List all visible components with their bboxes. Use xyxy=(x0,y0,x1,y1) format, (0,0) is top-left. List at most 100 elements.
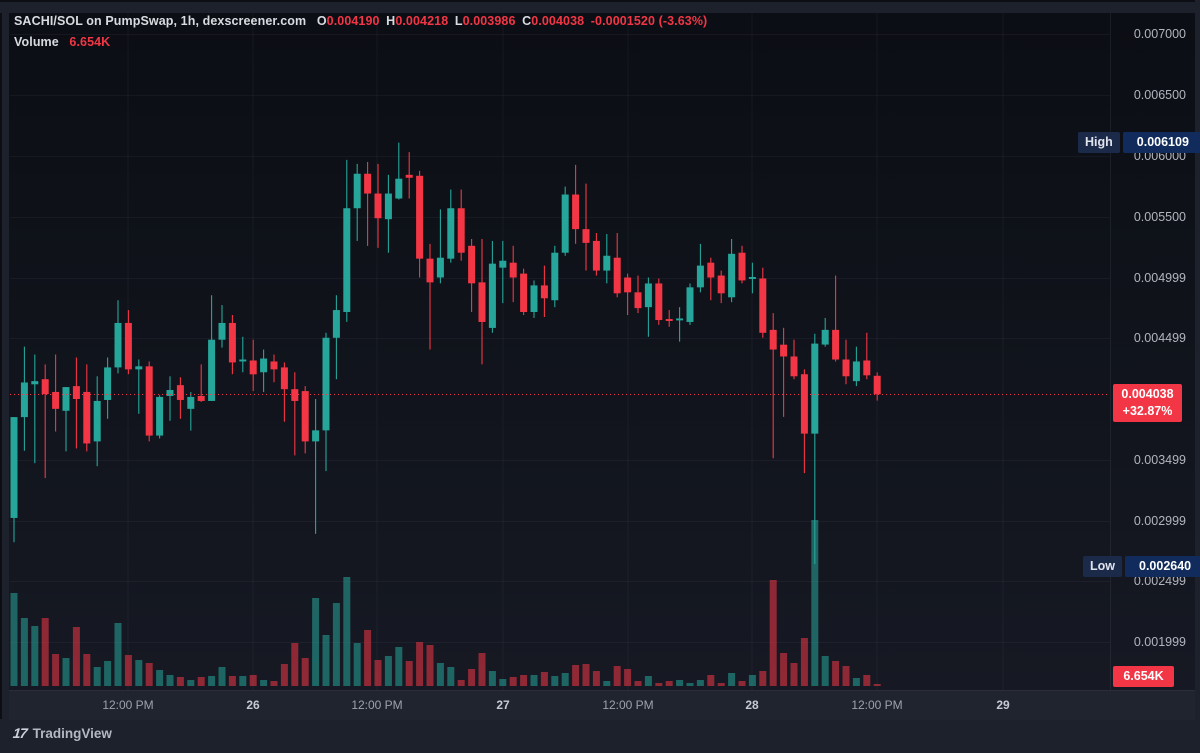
volume-bar xyxy=(405,661,413,686)
volume-bar xyxy=(416,642,424,686)
candle-body xyxy=(62,387,70,411)
volume-bar xyxy=(10,593,18,686)
candle-body xyxy=(759,278,767,333)
candle-body xyxy=(696,265,704,288)
candle-body xyxy=(135,366,143,370)
candle-body xyxy=(728,253,736,298)
volume-bar xyxy=(447,667,455,686)
volume-bar xyxy=(717,683,725,686)
volume-bar xyxy=(301,658,309,686)
candle-body xyxy=(811,343,819,434)
volume-bar xyxy=(436,663,444,686)
volume-bar xyxy=(832,661,840,686)
candle-body xyxy=(790,356,798,377)
volume-bar xyxy=(322,635,330,686)
volume-bar xyxy=(769,580,777,686)
volume-bar xyxy=(863,675,871,686)
candle-body xyxy=(291,389,299,401)
candle-body xyxy=(613,257,621,294)
price-axis-label: 0.002999 xyxy=(1133,513,1186,528)
time-axis[interactable]: 12:00 PM 26 12:00 PM 27 12:00 PM 28 12:00 PM 29 xyxy=(9,690,1195,720)
candle-body xyxy=(561,194,569,253)
candle-body xyxy=(10,417,18,518)
volume-bar xyxy=(260,680,268,686)
volume-bar xyxy=(249,675,257,686)
candle-body xyxy=(821,329,829,345)
candle-body xyxy=(499,260,507,268)
candle-body xyxy=(322,337,330,431)
candle-body xyxy=(374,193,382,219)
candle-body xyxy=(769,329,777,350)
volume-bar xyxy=(790,663,798,686)
time-axis-day-label: 27 xyxy=(496,698,510,712)
candle-body xyxy=(530,285,538,313)
volume-bar xyxy=(738,681,746,686)
high-price-badge: High 0.006109 xyxy=(1078,131,1200,153)
candle-body xyxy=(332,310,340,338)
high-badge-value: 0.006109 xyxy=(1122,131,1200,153)
candle-body xyxy=(842,359,850,377)
candle-body xyxy=(416,175,424,259)
tradingview-logo-text: TradingView xyxy=(32,725,112,741)
candle-body xyxy=(384,193,392,220)
price-axis-label: 0.004499 xyxy=(1133,331,1186,346)
candle-body xyxy=(551,252,559,301)
volume-bar xyxy=(52,654,60,686)
price-axis[interactable]: 0.007000 0.006500 0.006000 0.005500 0.004999… xyxy=(1110,13,1196,690)
tradingview-attribution[interactable]: 17 TradingView xyxy=(12,725,112,741)
candle-body xyxy=(655,283,663,321)
candle-body xyxy=(582,229,590,243)
volume-bar xyxy=(72,627,80,686)
volume-bar xyxy=(104,661,112,686)
candle-body xyxy=(93,400,101,442)
low-badge-value: 0.002640 xyxy=(1125,556,1200,578)
price-axis-label: 0.001999 xyxy=(1133,635,1186,649)
volume-bar xyxy=(707,675,715,686)
volume-bar xyxy=(561,673,569,686)
volume-axis-badge: 6.654K xyxy=(1113,666,1174,687)
tradingview-logo-icon: 17 xyxy=(12,725,28,741)
volume-bar xyxy=(748,675,756,686)
window-frame-left xyxy=(2,2,9,719)
candle-body xyxy=(218,322,226,340)
window-frame-top xyxy=(0,2,1200,13)
candle-body xyxy=(72,386,80,399)
ohlc-open-label: O xyxy=(316,14,327,28)
candle-body xyxy=(624,277,632,293)
volume-bar xyxy=(592,671,600,686)
volume-bar xyxy=(41,618,49,686)
candle-body xyxy=(166,390,174,396)
volume-bar xyxy=(166,675,174,686)
price-axis-label: 0.006500 xyxy=(1133,88,1186,103)
candle-body xyxy=(187,396,195,409)
last-price-badge: 0.004038 +32.87% xyxy=(1113,384,1182,423)
candle-body xyxy=(748,277,756,279)
chart-legend: SACHI/SOL on PumpSwap, 1h, dexscreener.c… xyxy=(14,11,707,53)
legend-volume-row: Volume 6.654K xyxy=(14,32,707,53)
volume-bar xyxy=(509,677,517,686)
candle-body xyxy=(156,396,164,436)
chart-canvas[interactable] xyxy=(9,13,1195,690)
candle-body xyxy=(20,382,28,418)
volume-bar xyxy=(540,672,548,686)
symbol-title: SACHI/SOL on PumpSwap, 1h, dexscreener.c… xyxy=(14,14,307,28)
candle-body xyxy=(176,385,184,400)
window-frame-right xyxy=(1195,0,1200,719)
candle-body xyxy=(208,339,216,401)
candle-body xyxy=(634,292,642,309)
candle-body xyxy=(301,391,309,442)
price-axis-label: 0.005500 xyxy=(1133,209,1186,224)
volume-bar xyxy=(31,626,39,686)
volume-bar xyxy=(114,623,122,686)
candle-body xyxy=(509,262,517,278)
candle-body xyxy=(312,430,320,442)
volume-label: Volume xyxy=(14,35,59,49)
candle-body xyxy=(665,319,673,321)
candle-body xyxy=(228,322,236,363)
candle-body xyxy=(145,366,153,436)
volume-bar xyxy=(124,655,132,686)
candle-body xyxy=(863,360,871,376)
volume-bar xyxy=(499,679,507,686)
volume-bar xyxy=(520,675,528,686)
volume-bar xyxy=(728,673,736,686)
